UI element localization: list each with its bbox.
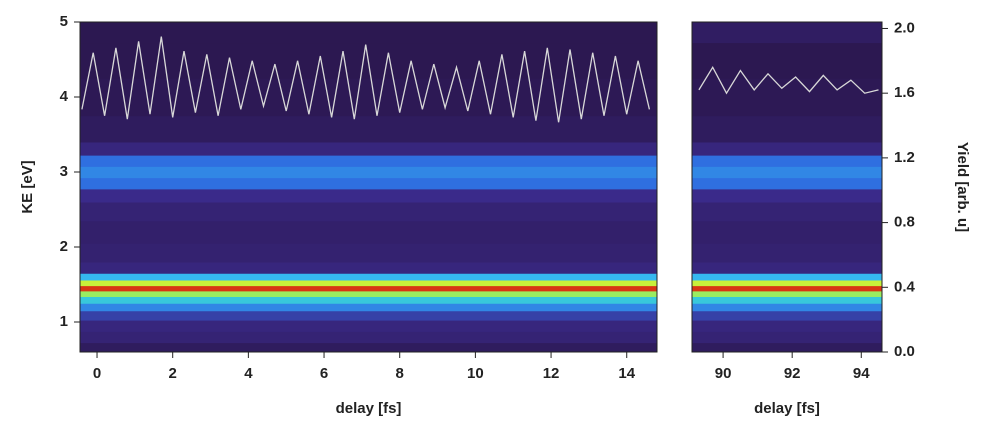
y-tick-label: 4 xyxy=(60,88,69,105)
heatmap-row xyxy=(80,320,657,332)
x-tick-label: 92 xyxy=(784,365,801,382)
heatmap-row xyxy=(80,243,657,263)
heatmap-row xyxy=(80,177,657,190)
heatmap-row xyxy=(692,320,882,332)
y2-tick-label: 0.0 xyxy=(894,343,915,360)
heatmap-row xyxy=(692,155,882,167)
heatmap-row xyxy=(80,262,657,274)
heatmap-row xyxy=(80,296,657,304)
x-tick-label: 12 xyxy=(543,365,560,382)
x-tick-label: 90 xyxy=(715,365,732,382)
x-tick-label: 6 xyxy=(320,365,328,382)
x-tick-label: 14 xyxy=(618,365,635,382)
yield-trace xyxy=(81,36,651,123)
heatmap-row xyxy=(80,166,657,179)
x-tick-label: 4 xyxy=(244,365,253,382)
plot-frame xyxy=(79,21,658,353)
heatmap-row xyxy=(692,220,882,244)
y2-tick-label: 0.4 xyxy=(894,278,916,295)
y-tick-label: 2 xyxy=(60,238,68,255)
heatmap-row xyxy=(692,273,882,281)
x-axis-label: delay [fs] xyxy=(754,400,820,417)
heatmap-row xyxy=(692,285,882,292)
y2-tick-label: 2.0 xyxy=(894,19,915,36)
heatmap-row xyxy=(692,115,882,143)
heatmap-row xyxy=(692,310,882,321)
heatmap-row xyxy=(692,290,882,297)
heatmap-row xyxy=(692,22,882,44)
y-tick-label: 5 xyxy=(60,13,68,30)
heatmap-row xyxy=(692,188,882,203)
x-axis-label: delay [fs] xyxy=(336,400,402,417)
x-tick-label: 94 xyxy=(853,365,870,382)
x-tick-label: 2 xyxy=(169,365,177,382)
y2-tick-label: 1.6 xyxy=(894,84,915,101)
y2-tick-label: 0.8 xyxy=(894,214,915,231)
x-tick-label: 0 xyxy=(93,365,101,382)
heatmap-row xyxy=(692,177,882,190)
heatmap-row xyxy=(80,331,657,344)
heatmap-row xyxy=(692,280,882,287)
heatmap-row xyxy=(692,342,882,353)
heatmap-row xyxy=(692,166,882,179)
x-tick-label: 10 xyxy=(467,365,484,382)
x-tick-label: 8 xyxy=(396,365,404,382)
heatmap-row xyxy=(692,262,882,274)
yield-trace xyxy=(698,65,879,95)
heatmap-row xyxy=(80,290,657,297)
y-axis-label: KE [eV] xyxy=(19,160,36,213)
heatmap-row xyxy=(80,202,657,222)
heatmap-row xyxy=(692,202,882,222)
heatmap-row xyxy=(80,342,657,353)
y2-axis-label: Yield [arb. u] xyxy=(954,142,971,232)
heatmap-row xyxy=(80,303,657,312)
heatmap-row xyxy=(80,220,657,244)
heatmap-row xyxy=(80,188,657,203)
plot-frame xyxy=(691,21,883,353)
heatmap-row xyxy=(692,296,882,304)
y-tick-label: 3 xyxy=(60,163,68,180)
heatmap-row xyxy=(80,115,657,143)
heatmap-row xyxy=(692,243,882,263)
heatmap-row xyxy=(80,280,657,287)
y-tick-label: 1 xyxy=(60,313,68,330)
heatmap-row xyxy=(80,155,657,167)
heatmap-row xyxy=(692,303,882,312)
y2-tick-label: 1.2 xyxy=(894,149,915,166)
heatmap-row xyxy=(80,310,657,321)
heatmap-row xyxy=(80,273,657,281)
heatmap-row xyxy=(692,42,882,79)
heatmap-row xyxy=(692,331,882,344)
heatmap-row xyxy=(80,78,657,117)
heatmap-row xyxy=(80,22,657,44)
heatmap-row xyxy=(80,285,657,292)
heatmap-row xyxy=(692,142,882,156)
heatmap-row xyxy=(80,142,657,156)
